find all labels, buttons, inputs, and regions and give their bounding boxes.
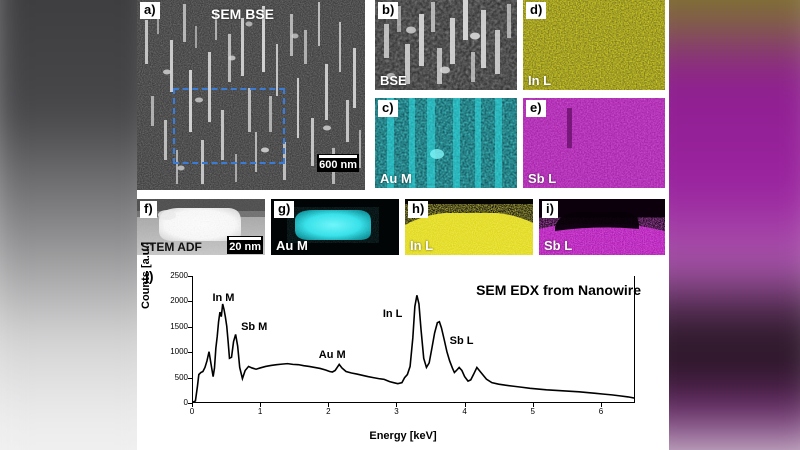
y-tick [188, 276, 192, 277]
y-tick-label: 2500 [170, 271, 188, 280]
y-tick-label: 2000 [170, 296, 188, 306]
panel-b-label: b) [378, 2, 399, 19]
panel-h-label: h) [408, 201, 429, 218]
x-tick-label: 1 [257, 407, 263, 416]
x-tick [328, 403, 330, 407]
x-axis-title: Energy [keV] [369, 430, 437, 442]
panel-c-au-m-map: c) Au M [375, 98, 517, 188]
panel-e-label: e) [526, 100, 546, 117]
spectrum-trace [192, 276, 635, 403]
peak-label-sb-m: Sb M [241, 320, 268, 333]
panel-j-edx-spectrum: j) Counts [a.u.] Energy [keV] SEM EDX fr… [137, 241, 669, 450]
peak-label-au-m: Au M [318, 348, 346, 361]
x-tick-label: 3 [394, 407, 399, 416]
region-of-interest-box [173, 88, 285, 164]
panel-f-caption: STEM ADF [141, 240, 202, 254]
x-tick [192, 403, 193, 407]
right-axis-line [634, 276, 635, 403]
x-tick-label: 0 [189, 407, 195, 416]
scale-bar-600nm: 600 nm [317, 154, 359, 172]
panel-f-label: f) [140, 201, 157, 218]
y-tick-label: 0 [183, 398, 188, 407]
sb-l-stem-image [539, 199, 665, 255]
scale-bar-label: 600 nm [319, 159, 357, 171]
x-tick-label: 6 [598, 407, 604, 416]
x-tick-label: 2 [326, 407, 331, 416]
x-tick-label: 5 [530, 407, 535, 416]
panel-i-sb-l-stem: i) Sb L [539, 199, 665, 255]
chart-title: SEM EDX from Nanowire [476, 282, 641, 298]
panel-h-caption: In L [410, 238, 434, 253]
in-l-map-image [523, 0, 665, 90]
panel-a-label: a) [140, 2, 160, 19]
scale-bar-20nm: 20 nm [227, 236, 263, 254]
panel-d-caption: In L [528, 73, 552, 88]
panel-b-caption: BSE [380, 73, 407, 88]
panel-i-caption: Sb L [544, 238, 573, 253]
panel-a-sem-bse: a) SEM BSE 600 nm [137, 0, 365, 190]
y-tick-label: 500 [174, 372, 188, 382]
y-tick [188, 377, 192, 379]
x-tick-label: 4 [462, 407, 467, 416]
plot-axes: 0 1 2 3 4 5 6 0 500 1000 1500 2000 2500 In M Sb M Au M… [170, 271, 635, 416]
panel-c-label: c) [378, 100, 398, 117]
panel-e-sb-l-map: e) Sb L [523, 98, 665, 188]
panel-g-caption: Au M [276, 238, 308, 253]
scientific-figure: a) SEM BSE 600 nm [137, 0, 669, 450]
panel-d-in-l-map: d) In L [523, 0, 665, 90]
peak-label-sb-l: Sb L [449, 335, 474, 348]
x-tick [260, 403, 262, 407]
y-tick [188, 352, 192, 354]
x-tick [600, 403, 602, 407]
y-tick [188, 326, 192, 328]
x-axis-line [192, 402, 635, 403]
y-tick [188, 301, 192, 303]
panel-g-au-m-stem: g) Au M [271, 199, 399, 255]
panel-i-label: i) [542, 201, 558, 218]
scale-bar-rule-20nm [229, 237, 261, 240]
panel-b-bse: b) BSE [375, 0, 517, 90]
y-tick-label: 1000 [170, 347, 188, 357]
x-tick [532, 403, 534, 407]
scale-bar-rule [319, 155, 357, 158]
panel-h-in-l-stem: h) In L [405, 199, 533, 255]
y-axis-title: Counts [a.u.] [140, 241, 152, 309]
panel-a-caption: SEM BSE [211, 6, 275, 22]
bse-zoom-image [375, 0, 517, 90]
panel-d-label: d) [526, 2, 547, 19]
panel-c-caption: Au M [380, 171, 412, 186]
y-tick [188, 403, 192, 404]
panel-f-stem-adf: f) STEM ADF 20 nm [137, 199, 265, 255]
sb-l-map-image [523, 98, 665, 188]
y-tick-label: 1500 [170, 321, 188, 331]
peak-label-in-l: In L [382, 308, 403, 320]
x-tick [396, 403, 398, 407]
scale-bar-label-20nm: 20 nm [229, 241, 261, 253]
panel-j-label: j) [145, 268, 154, 284]
peak-label-in-m: In M [212, 292, 235, 305]
x-tick [464, 403, 466, 407]
panel-e-caption: Sb L [528, 171, 557, 186]
y-axis-line [192, 276, 193, 403]
panel-g-label: g) [274, 201, 295, 218]
au-m-map-image [375, 98, 517, 188]
